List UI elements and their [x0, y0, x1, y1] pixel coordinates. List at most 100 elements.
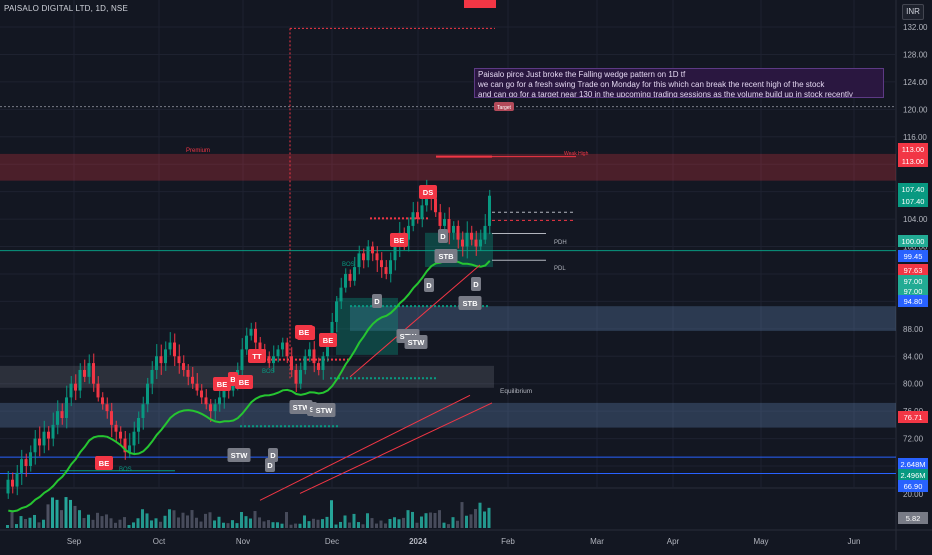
price-tag-bg: [898, 512, 928, 524]
volume-bar: [330, 500, 333, 528]
volume-bar: [105, 514, 108, 528]
candle-body: [11, 479, 14, 487]
candle-body: [317, 363, 320, 370]
annotation-line: Paisalo pirce Just broke the Falling wed…: [478, 70, 686, 79]
annotation-box[interactable]: Paisalo pirce Just broke the Falling wed…: [474, 68, 884, 98]
volume-bar: [406, 510, 410, 528]
price-tag: 66.90: [898, 480, 928, 492]
candle-body: [272, 356, 275, 364]
volume-bar: [19, 516, 23, 528]
time-axis[interactable]: Sep Oct Nov Dec 2024 Feb Mar Apr May Jun: [67, 537, 861, 546]
price-tag: 94.80: [898, 295, 928, 307]
volume-bar: [172, 510, 176, 528]
signal-label: D: [438, 229, 448, 243]
price-tick-label: 88.00: [903, 325, 924, 334]
bos-label: BOS: [342, 262, 355, 268]
volume-bar: [285, 512, 288, 528]
candle-body: [420, 205, 424, 220]
candle-body: [461, 239, 464, 247]
candle-body: [281, 342, 284, 350]
candle-body: [285, 342, 289, 357]
candle-body: [330, 321, 334, 343]
signal-badge: [404, 335, 428, 349]
signal-text: STW: [316, 406, 334, 415]
signal-label: BE: [319, 333, 337, 347]
volume-bar: [51, 497, 54, 528]
price-tick-label: 72.00: [903, 435, 924, 444]
volume-bar: [415, 522, 419, 528]
volume-bar: [118, 519, 122, 528]
price-tag-text: 66.90: [904, 482, 923, 491]
volume-bar: [397, 519, 401, 528]
volume-bar: [352, 513, 356, 528]
signal-text: BE: [394, 236, 404, 245]
volume-bar: [424, 513, 428, 528]
volume-bar: [258, 517, 261, 528]
volume-bar: [69, 499, 72, 528]
annotation-line: we can go for a fresh swing Trade on Mon…: [478, 80, 825, 89]
volume-bar: [487, 507, 491, 528]
candle-body: [488, 195, 491, 226]
candle-body: [384, 267, 388, 274]
volume-bar: [154, 518, 158, 528]
volume-bar: [420, 516, 423, 528]
signal-badge: [295, 325, 313, 339]
volume-bar: [15, 524, 18, 528]
candle-body: [371, 246, 374, 254]
candle-body: [479, 239, 482, 247]
signal-text: STW: [408, 338, 426, 347]
time-tick-label: Sep: [67, 537, 82, 546]
price-tick-label: 80.00: [903, 380, 924, 389]
currency-button[interactable]: INR: [902, 4, 924, 20]
volume-bar: [451, 517, 455, 528]
candle-body: [132, 431, 136, 446]
price-tag-text: 107.40: [902, 197, 925, 206]
volume-bar: [114, 522, 117, 528]
volume-bar: [249, 518, 252, 528]
candle-body: [407, 225, 410, 240]
candle-body: [254, 328, 257, 343]
weak-high-label: Weak High: [564, 151, 589, 157]
candle-body: [483, 225, 487, 240]
candle-body: [15, 472, 19, 487]
candle-body: [416, 212, 419, 220]
volume-bar: [42, 519, 45, 528]
candle-body: [74, 383, 77, 391]
time-tick-label: Oct: [153, 537, 166, 546]
candle-body: [465, 232, 469, 247]
volume-bar: [361, 524, 365, 528]
price-tag: 107.40: [898, 183, 928, 195]
signal-label: STB: [458, 296, 482, 310]
signal-badge: [372, 294, 382, 308]
overlay-lines: [8, 259, 493, 513]
volume-bar: [150, 520, 153, 528]
price-tag-bg: [898, 195, 928, 207]
signal-badge: [248, 349, 266, 363]
target-badge: [494, 102, 514, 111]
volume-bars: [6, 497, 491, 528]
volume-bar: [213, 520, 216, 528]
signal-label: STW: [227, 448, 251, 462]
volume-bar: [393, 517, 396, 528]
price-tag: 97.00: [898, 275, 928, 287]
price-tag-text: 97.63: [904, 266, 923, 275]
price-tag-bg: [898, 143, 928, 155]
volume-bar: [348, 522, 351, 528]
volume-bar: [199, 521, 203, 528]
candle-body: [335, 301, 338, 322]
price-tag-text: 100.00: [902, 237, 925, 246]
signal-badge: [289, 400, 313, 414]
candle-body: [200, 390, 203, 398]
volume-bar: [465, 515, 468, 528]
time-tick-label: Feb: [501, 537, 515, 546]
signal-badge: [458, 296, 482, 310]
volume-tick-label: 20.00: [903, 490, 924, 499]
candle-body: [218, 397, 221, 405]
signal-badge: [419, 185, 437, 199]
annotation-line: and can go for a target near 130 in the …: [478, 90, 853, 98]
signal-text: D: [374, 297, 380, 306]
price-tag-text: 113.00: [902, 157, 924, 166]
